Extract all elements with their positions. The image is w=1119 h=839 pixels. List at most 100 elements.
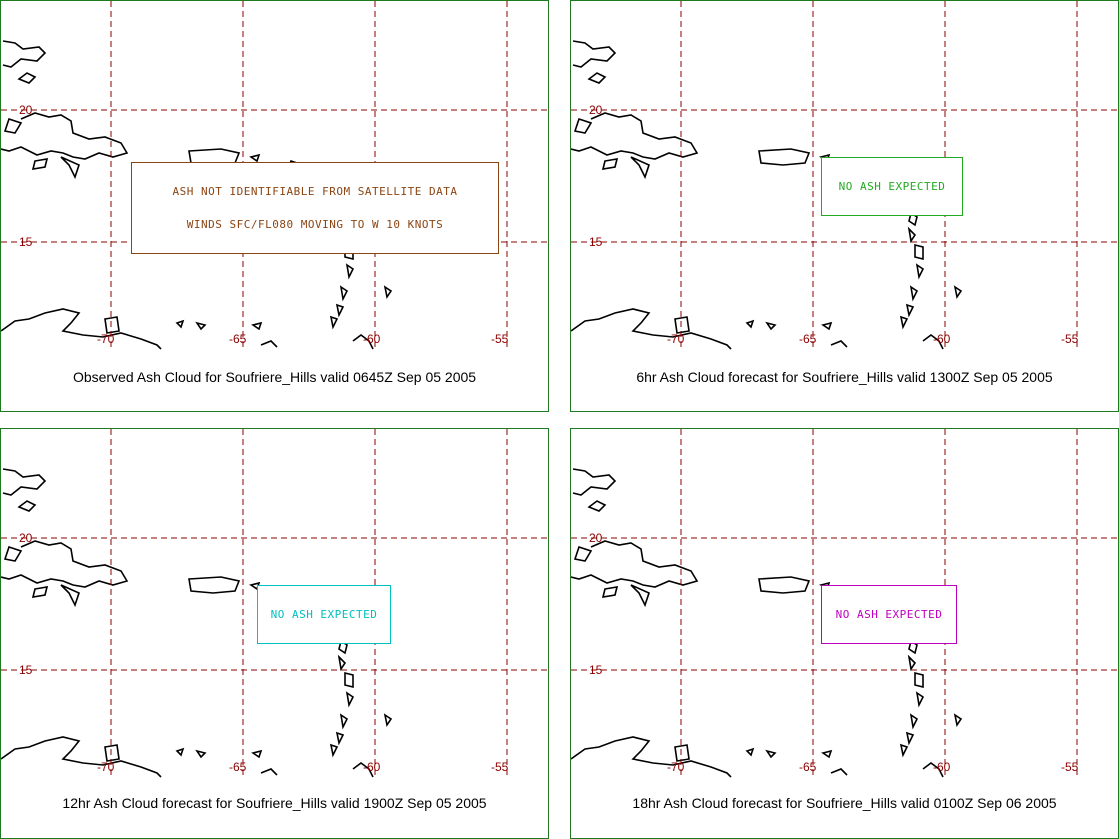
coastline-6 [758,576,811,594]
lon-tick-label: -70 [667,332,685,346]
coastline-15 [339,713,349,730]
coastline-0 [2,468,47,496]
ash-label-box: NO ASH EXPECTED [821,157,963,216]
lat-tick-label: 20 [589,103,603,117]
panel-caption: 18hr Ash Cloud forecast for Soufriere_Hi… [632,795,1057,811]
coastline-18 [953,285,963,300]
coastline-20 [104,744,120,762]
coastline-23 [821,321,833,331]
coastline-20 [104,316,120,334]
lat-tick-label: 20 [19,531,33,545]
coastline-15 [339,285,349,302]
coastline-24 [830,340,848,348]
coastline-13 [914,671,924,689]
coastline-4 [31,158,49,170]
coastline-22 [195,749,207,759]
panel-caption: Observed Ash Cloud for Soufriere_Hills v… [72,369,477,385]
lon-tick-label: -65 [229,332,247,346]
lon-tick-label: -60 [363,332,381,346]
ash-label-line-1: ASH NOT IDENTIFIABLE FROM SATELLITE DATA [172,185,458,198]
coastline-13 [344,671,354,689]
panel-6hr: 20 15 -70 -65 -60 -55 NO ASH EXPECTED 6hr Ash… [570,0,1119,412]
coastline-18 [383,285,393,300]
panel-observed: 20 15 -70 -65 -60 -55 ASH NOT IDENTIFIABLE FR… [0,0,549,412]
coastline-20 [674,744,690,762]
coastline-23 [821,749,833,759]
coastline-21 [745,319,755,329]
coastline-2 [571,540,699,588]
coastline-22 [195,321,207,331]
coastline-2 [1,112,129,160]
coastline-20 [674,316,690,334]
lat-tick-label: 15 [19,235,33,249]
coastline-17 [899,315,909,330]
coastline-24 [260,768,278,776]
coastline-16 [905,303,915,318]
coastline-5 [60,156,80,180]
map-18hr: 20 15 -70 -65 -60 -55 [571,429,1118,778]
lon-tick-label: -65 [229,760,247,774]
ash-label-box: NO ASH EXPECTED [821,585,957,644]
ash-label-box: ASH NOT IDENTIFIABLE FROM SATELLITE DATA… [131,162,499,254]
lat-tick-label: 15 [19,663,33,677]
lon-tick-label: -60 [933,760,951,774]
coastline-22 [765,321,777,331]
lon-tick-label: -60 [933,332,951,346]
ash-label-line-2: WINDS SFC/FL080 MOVING TO W 10 KNOTS [186,218,444,231]
map-6hr: 20 15 -70 -65 -60 -55 [571,1,1118,350]
coastline-4 [31,586,49,598]
coastline-1 [587,500,607,512]
coastline-12 [337,654,347,672]
coastline-25 [922,334,944,350]
coastline-15 [909,713,919,730]
coastline-0 [572,468,617,496]
coastline-17 [899,743,909,758]
lat-tick-label: 15 [589,663,603,677]
coastline-23 [251,749,263,759]
ash-label-line-1: NO ASH EXPECTED [835,608,943,621]
coastline-19 [1,736,162,778]
coastline-17 [329,743,339,758]
coastline-5 [630,156,650,180]
coastline-2 [1,540,129,588]
coastline-19 [1,308,162,350]
coastline-21 [175,319,185,329]
coastline-18 [383,713,393,728]
coastline-22 [765,749,777,759]
coastline-2 [571,112,699,160]
lon-tick-label: -65 [799,760,817,774]
coastline-13 [914,243,924,261]
panel-caption: 12hr Ash Cloud forecast for Soufriere_Hi… [62,795,487,811]
lon-tick-label: -60 [363,760,381,774]
coastline-14 [915,263,925,280]
coastline-16 [335,303,345,318]
coastline-16 [905,731,915,746]
lon-tick-label: -55 [491,760,509,774]
lat-tick-label: 20 [589,531,603,545]
lon-tick-label: -70 [97,760,115,774]
coastline-3 [573,545,593,562]
coastline-24 [260,340,278,348]
coastline-6 [188,576,241,594]
ash-label-box: NO ASH EXPECTED [257,585,391,644]
coastline-21 [175,747,185,757]
coastline-7 [249,153,261,163]
coastline-24 [830,768,848,776]
coastline-23 [251,321,263,331]
coastline-1 [587,72,607,84]
coastline-12 [907,226,917,244]
coastline-16 [335,731,345,746]
coastline-1 [17,72,37,84]
coastline-15 [909,285,919,302]
coastline-14 [345,263,355,280]
panel-18hr: 20 15 -70 -65 -60 -55 NO ASH EXPECTED 18hr As… [570,428,1119,839]
coastline-14 [915,691,925,708]
lon-tick-label: -70 [667,760,685,774]
coastline-3 [3,117,23,134]
coastline-19 [571,308,732,350]
panel-12hr: 20 15 -70 -65 -60 -55 NO ASH EXPECTED 12hr As… [0,428,549,839]
coastline-5 [630,584,650,608]
ash-label-line-1: NO ASH EXPECTED [270,608,378,621]
coastline-25 [352,762,374,778]
lon-tick-label: -65 [799,332,817,346]
